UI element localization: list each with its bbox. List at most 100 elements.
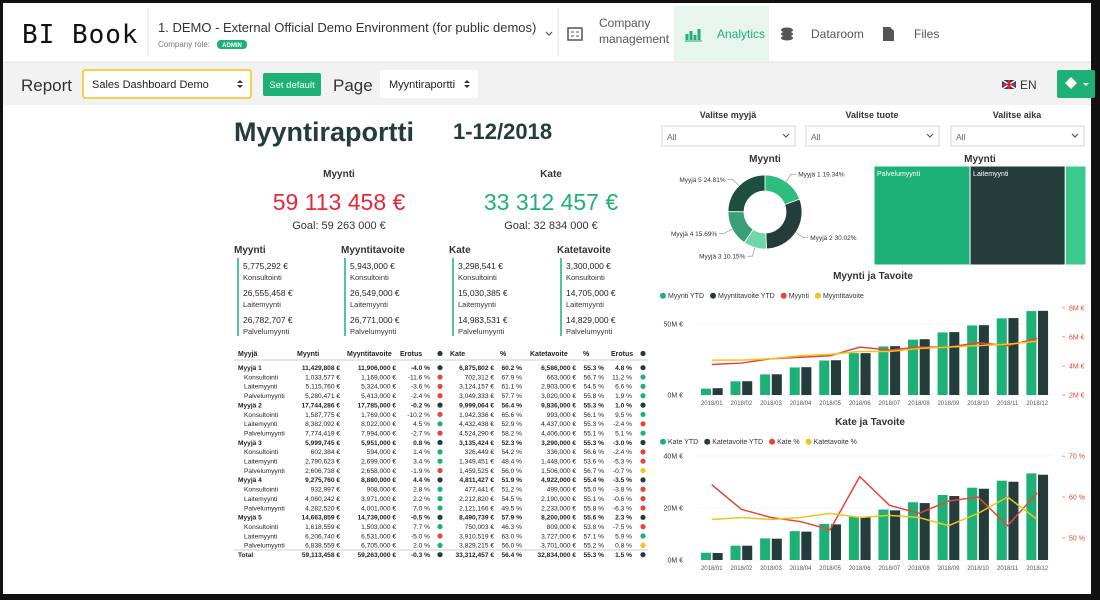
donut-label-value: 24.81%: [704, 177, 726, 184]
table-cell: 57.1 %: [583, 533, 604, 540]
donut-label: Myyjä 2 30.02%: [810, 235, 856, 242]
table-cell: 3,910,519 €: [459, 533, 494, 540]
status-dot: [437, 542, 443, 548]
x-tick-label: 2018/02: [731, 401, 753, 407]
role-badge-text: ADMIN: [222, 43, 242, 49]
environment-name[interactable]: 1. DEMO - External Official Demo Environ…: [158, 20, 536, 35]
treemap-label: Laitemyynti: [973, 171, 1009, 178]
table-cell: -0.6 %: [613, 496, 632, 503]
table-cell: Konsultointi: [244, 449, 279, 456]
filter-chevron: [782, 133, 790, 138]
legend-label: Myynti: [789, 293, 810, 300]
table-cell: -2.4 %: [613, 449, 632, 456]
donut-label-name: Myyjä 4: [671, 231, 694, 238]
x-tick-label: 2018/09: [938, 401, 960, 407]
table-cell: 55.1 %: [583, 430, 604, 437]
table-cell: 9.5 %: [615, 412, 632, 419]
x-tick-label: 2018/12: [1026, 566, 1048, 572]
status-dot: [640, 524, 646, 530]
filter-value[interactable]: All: [667, 132, 677, 142]
report-select[interactable]: [82, 69, 252, 99]
status-dot: [640, 365, 646, 371]
y2-tick-label: 6M €: [1069, 334, 1085, 341]
page-select[interactable]: [380, 70, 478, 98]
table-cell: Laitemyynti: [244, 384, 278, 391]
table-header-icon: [437, 350, 443, 357]
card-title: Myynti: [234, 245, 266, 256]
table-cell: 1,587,775 €: [305, 412, 340, 419]
y-tick-label: 20M €: [664, 505, 684, 512]
table-cell: 663,000 €: [547, 374, 577, 381]
table-cell: 3,020,000 €: [541, 393, 576, 400]
card-value: 14,705,000 €: [566, 288, 616, 298]
table-cell: 5,951,000 €: [361, 440, 396, 447]
y2-tick-label: 60 %: [1069, 495, 1085, 502]
card-label: Palvelumyynti: [243, 327, 290, 336]
report-title: Myyntiraportti: [234, 117, 414, 147]
table-header: Katetavoite: [530, 351, 568, 358]
table-cell: 4,811,427 €: [460, 477, 495, 484]
table-cell: 2.8 %: [413, 487, 430, 494]
filter-select[interactable]: [805, 125, 940, 147]
table-cell: -10.2 %: [407, 412, 430, 419]
table-cell: 49.5 %: [501, 505, 522, 512]
table-cell: 56.7 %: [583, 468, 604, 475]
table-cell: Palvelumyynti: [244, 430, 285, 437]
legend-marker: [769, 438, 776, 445]
table-cell: 2,903,000 €: [541, 384, 576, 391]
table-cell: 4.5 %: [413, 421, 430, 428]
card-label: Laitemyynti: [243, 300, 281, 309]
table-cell: 8,880,000 €: [361, 477, 396, 484]
set-default-button[interactable]: [263, 73, 321, 96]
table-cell: 5,999,745 €: [305, 440, 340, 447]
table-cell: 32,834,000 €: [537, 552, 576, 559]
nav-item[interactable]: Analytics: [717, 27, 765, 41]
nav-item[interactable]: Dataroom: [811, 27, 864, 41]
y2-tick-label: 50 %: [1069, 535, 1085, 542]
table-cell: 5.9 %: [615, 533, 632, 540]
filter-select[interactable]: [661, 125, 796, 147]
table-header: Erotus: [400, 351, 422, 358]
table-cell: 1,506,000 €: [541, 468, 576, 475]
donut-label: Myyjä 3 10.15%: [699, 254, 745, 261]
role-badge: [217, 40, 247, 49]
status-dot: [437, 402, 443, 408]
legend-marker: [805, 438, 812, 445]
nav-icon: [781, 35, 793, 41]
table-cell: 56.4 %: [501, 402, 522, 409]
table-cell: 6,875,802 €: [459, 365, 494, 372]
table-cell: 46.3 %: [501, 524, 522, 531]
x-tick-label: 2018/08: [908, 566, 930, 572]
table-cell: 55.1 %: [583, 496, 604, 503]
language[interactable]: EN: [1020, 78, 1037, 92]
table-cell: 52.9 %: [501, 421, 522, 428]
table-cell: 2,233,000 €: [541, 505, 576, 512]
table-cell: 55.8 %: [583, 505, 604, 512]
table-cell: 14,663,859 €: [301, 515, 340, 522]
bar: [1038, 310, 1049, 395]
table-cell: -0.3 %: [411, 552, 430, 559]
card-value: 14,829,000 €: [566, 315, 616, 325]
status-dot: [640, 486, 646, 492]
filter-select[interactable]: [950, 125, 1085, 147]
table-cell: 4,060,242 €: [305, 496, 340, 503]
status-dot: [437, 458, 443, 464]
bar: [789, 531, 800, 560]
donut-label-value: 10.15%: [723, 254, 745, 261]
line-series: [711, 340, 1038, 361]
nav-item[interactable]: Files: [914, 27, 939, 41]
table-cell: 2,190,000 €: [541, 496, 576, 503]
set-default-label[interactable]: Set default: [269, 80, 315, 91]
nav-item[interactable]: Company management: [599, 16, 670, 46]
table-cell: 54.2 %: [501, 449, 522, 456]
filter-value[interactable]: All: [956, 132, 966, 142]
filter-chevron: [926, 133, 934, 138]
filter-value[interactable]: All: [811, 132, 821, 142]
status-dot: [640, 411, 646, 418]
chart-title: Myynti: [964, 154, 996, 165]
status-dot: [437, 449, 443, 455]
card-value: 26,782,707 €: [243, 315, 293, 325]
report-select-value: Sales Dashboard Demo: [92, 79, 209, 91]
bar: [1026, 473, 1037, 560]
